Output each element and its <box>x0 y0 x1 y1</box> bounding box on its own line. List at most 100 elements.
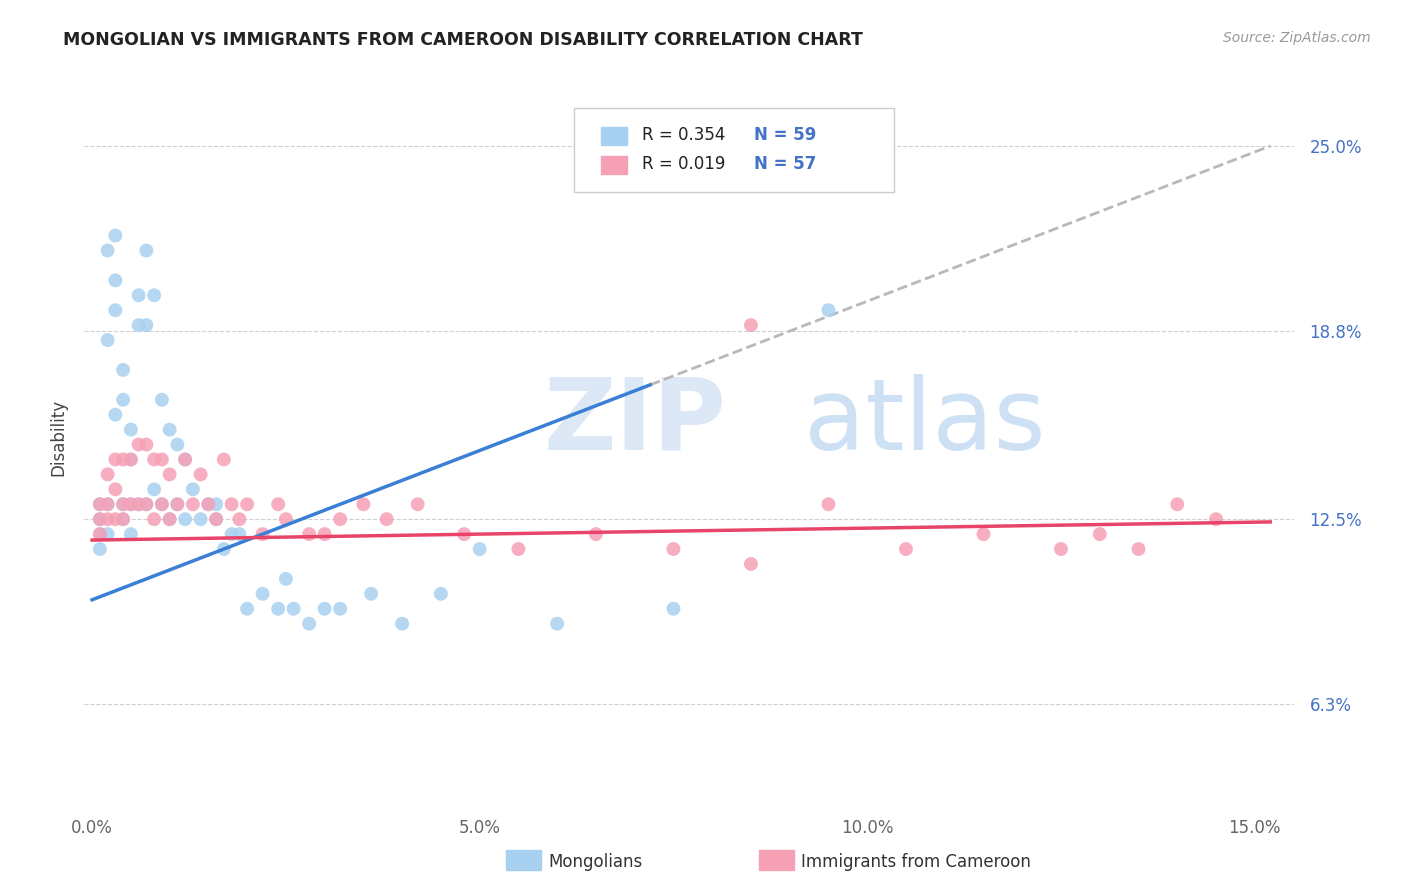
Point <box>112 452 135 467</box>
Point <box>166 497 188 511</box>
Point <box>89 527 111 541</box>
Point <box>159 423 181 437</box>
Point <box>143 483 166 497</box>
Point <box>1128 542 1150 557</box>
Point <box>104 228 127 243</box>
Point <box>228 512 250 526</box>
Point <box>298 616 321 631</box>
Point <box>159 512 181 526</box>
Point <box>150 497 173 511</box>
Point <box>104 512 127 526</box>
Point <box>150 392 173 407</box>
Point <box>375 512 398 526</box>
Point <box>120 452 142 467</box>
Point <box>453 527 475 541</box>
Point <box>128 318 150 332</box>
Text: Mongolians: Mongolians <box>548 853 643 871</box>
Point <box>97 512 120 526</box>
Point <box>150 497 173 511</box>
Point <box>174 452 197 467</box>
Point <box>97 467 120 482</box>
Point <box>104 303 127 318</box>
Text: N = 57: N = 57 <box>754 155 817 173</box>
Point <box>430 587 453 601</box>
Point <box>112 497 135 511</box>
Point <box>972 527 994 541</box>
Point <box>128 437 150 451</box>
Text: R = 0.354: R = 0.354 <box>641 126 725 144</box>
Point <box>143 288 166 302</box>
Point <box>1088 527 1111 541</box>
Point <box>104 483 127 497</box>
Point <box>174 452 197 467</box>
Point <box>128 288 150 302</box>
Point <box>135 437 157 451</box>
Point <box>135 497 157 511</box>
Point <box>97 497 120 511</box>
Point <box>120 497 142 511</box>
Point <box>143 512 166 526</box>
Point <box>120 452 142 467</box>
Point <box>166 497 188 511</box>
Point <box>112 392 135 407</box>
FancyBboxPatch shape <box>574 108 894 192</box>
Point <box>252 587 274 601</box>
Point <box>267 497 290 511</box>
Point <box>212 542 235 557</box>
Point <box>135 497 157 511</box>
Point <box>228 527 250 541</box>
Y-axis label: Disability: Disability <box>49 399 67 475</box>
Point <box>190 467 212 482</box>
Text: MONGOLIAN VS IMMIGRANTS FROM CAMEROON DISABILITY CORRELATION CHART: MONGOLIAN VS IMMIGRANTS FROM CAMEROON DI… <box>63 31 863 49</box>
Text: N = 59: N = 59 <box>754 126 817 144</box>
Point <box>817 497 839 511</box>
Point <box>1050 542 1073 557</box>
Point <box>150 452 173 467</box>
Point <box>181 497 204 511</box>
Point <box>104 452 127 467</box>
Point <box>298 527 321 541</box>
Point <box>166 437 188 451</box>
Point <box>236 497 259 511</box>
Point <box>97 497 120 511</box>
Point <box>274 512 297 526</box>
Point <box>391 616 413 631</box>
Point <box>112 363 135 377</box>
Point <box>89 512 111 526</box>
Point <box>120 497 142 511</box>
Point <box>120 423 142 437</box>
Point <box>585 527 607 541</box>
Point <box>159 512 181 526</box>
Bar <box>600 127 627 145</box>
Point <box>181 483 204 497</box>
Point <box>740 557 762 571</box>
Point <box>817 303 839 318</box>
Point <box>212 452 235 467</box>
Point <box>97 333 120 347</box>
Point <box>221 497 243 511</box>
Point <box>546 616 568 631</box>
Point <box>740 318 762 332</box>
Point <box>352 497 374 511</box>
Point <box>662 542 685 557</box>
Point <box>314 527 336 541</box>
Point <box>329 601 352 615</box>
Text: Immigrants from Cameroon: Immigrants from Cameroon <box>801 853 1031 871</box>
Point <box>112 497 135 511</box>
Point <box>274 572 297 586</box>
Point <box>135 318 157 332</box>
Point <box>128 497 150 511</box>
Text: R = 0.019: R = 0.019 <box>641 155 725 173</box>
Text: ZIP: ZIP <box>544 374 727 471</box>
Point <box>120 527 142 541</box>
Point <box>104 408 127 422</box>
Point <box>662 601 685 615</box>
Point <box>89 497 111 511</box>
Point <box>1205 512 1227 526</box>
Point <box>205 512 228 526</box>
Text: Source: ZipAtlas.com: Source: ZipAtlas.com <box>1223 31 1371 45</box>
Point <box>89 512 111 526</box>
Point <box>1166 497 1188 511</box>
Point <box>252 527 274 541</box>
Point <box>128 497 150 511</box>
